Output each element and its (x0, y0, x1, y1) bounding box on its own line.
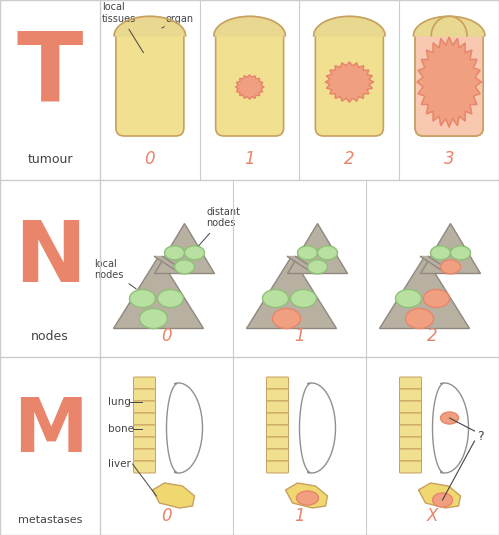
Text: local
tissues: local tissues (102, 2, 143, 52)
FancyBboxPatch shape (400, 461, 422, 473)
Polygon shape (247, 256, 336, 328)
Polygon shape (113, 256, 204, 328)
FancyBboxPatch shape (266, 413, 288, 425)
Text: 0: 0 (161, 327, 172, 345)
Polygon shape (167, 383, 203, 473)
Ellipse shape (431, 246, 451, 260)
Ellipse shape (185, 246, 205, 260)
Text: liver: liver (108, 459, 131, 469)
Polygon shape (314, 17, 385, 36)
Ellipse shape (307, 260, 327, 274)
Ellipse shape (424, 289, 450, 308)
Text: 1: 1 (294, 327, 305, 345)
FancyBboxPatch shape (415, 28, 483, 136)
Polygon shape (417, 37, 481, 127)
Polygon shape (414, 17, 485, 36)
Ellipse shape (158, 289, 184, 308)
Polygon shape (155, 224, 215, 273)
Polygon shape (299, 383, 335, 473)
Text: local
nodes: local nodes (94, 259, 136, 289)
Text: T: T (17, 28, 83, 121)
FancyBboxPatch shape (134, 425, 156, 437)
FancyBboxPatch shape (400, 413, 422, 425)
Ellipse shape (441, 260, 461, 274)
Polygon shape (431, 17, 467, 36)
Polygon shape (380, 256, 470, 328)
FancyBboxPatch shape (266, 449, 288, 461)
Polygon shape (287, 256, 321, 273)
Ellipse shape (272, 309, 300, 328)
Polygon shape (421, 224, 481, 273)
Text: 0: 0 (145, 150, 155, 168)
Ellipse shape (317, 246, 337, 260)
Polygon shape (114, 17, 186, 36)
FancyBboxPatch shape (134, 413, 156, 425)
Text: 2: 2 (427, 327, 438, 345)
FancyBboxPatch shape (266, 401, 288, 413)
Ellipse shape (451, 246, 471, 260)
Ellipse shape (441, 412, 459, 424)
FancyBboxPatch shape (400, 377, 422, 389)
Ellipse shape (165, 246, 185, 260)
Ellipse shape (130, 289, 156, 308)
Text: M: M (12, 394, 87, 468)
FancyBboxPatch shape (400, 449, 422, 461)
FancyBboxPatch shape (266, 389, 288, 401)
Text: nodes: nodes (31, 330, 69, 343)
Text: 1: 1 (294, 507, 305, 525)
Text: metastases: metastases (18, 515, 82, 525)
FancyBboxPatch shape (266, 437, 288, 449)
Ellipse shape (296, 491, 318, 505)
FancyBboxPatch shape (134, 461, 156, 473)
Ellipse shape (140, 309, 168, 328)
FancyBboxPatch shape (134, 377, 156, 389)
FancyBboxPatch shape (266, 425, 288, 437)
Ellipse shape (175, 260, 195, 274)
FancyBboxPatch shape (266, 377, 288, 389)
Polygon shape (433, 383, 469, 473)
Text: bone: bone (108, 424, 135, 434)
Text: X: X (427, 507, 438, 525)
FancyBboxPatch shape (134, 449, 156, 461)
Text: 0: 0 (161, 507, 172, 525)
FancyBboxPatch shape (315, 28, 383, 136)
Ellipse shape (396, 289, 422, 308)
Text: distant
nodes: distant nodes (196, 207, 241, 248)
Ellipse shape (262, 289, 288, 308)
FancyBboxPatch shape (400, 437, 422, 449)
Text: 1: 1 (245, 150, 255, 168)
Polygon shape (214, 17, 285, 36)
Text: tumour: tumour (27, 153, 73, 166)
Text: lung: lung (108, 397, 131, 407)
Polygon shape (421, 256, 455, 273)
Polygon shape (236, 75, 263, 99)
Ellipse shape (433, 493, 453, 507)
Polygon shape (325, 62, 373, 102)
FancyBboxPatch shape (415, 28, 483, 136)
FancyBboxPatch shape (400, 425, 422, 437)
FancyBboxPatch shape (134, 437, 156, 449)
Text: 3: 3 (444, 150, 455, 168)
FancyBboxPatch shape (400, 389, 422, 401)
Polygon shape (155, 256, 189, 273)
Text: N: N (14, 217, 86, 300)
Text: organ: organ (162, 14, 194, 28)
Polygon shape (285, 483, 327, 508)
Text: 2: 2 (344, 150, 355, 168)
Ellipse shape (406, 309, 434, 328)
Polygon shape (153, 483, 195, 508)
FancyBboxPatch shape (134, 389, 156, 401)
FancyBboxPatch shape (216, 28, 283, 136)
Polygon shape (287, 224, 347, 273)
FancyBboxPatch shape (116, 28, 184, 136)
FancyBboxPatch shape (400, 401, 422, 413)
Text: ?: ? (478, 430, 484, 442)
Polygon shape (419, 483, 461, 508)
Ellipse shape (290, 289, 316, 308)
FancyBboxPatch shape (266, 461, 288, 473)
Ellipse shape (297, 246, 317, 260)
FancyBboxPatch shape (134, 401, 156, 413)
